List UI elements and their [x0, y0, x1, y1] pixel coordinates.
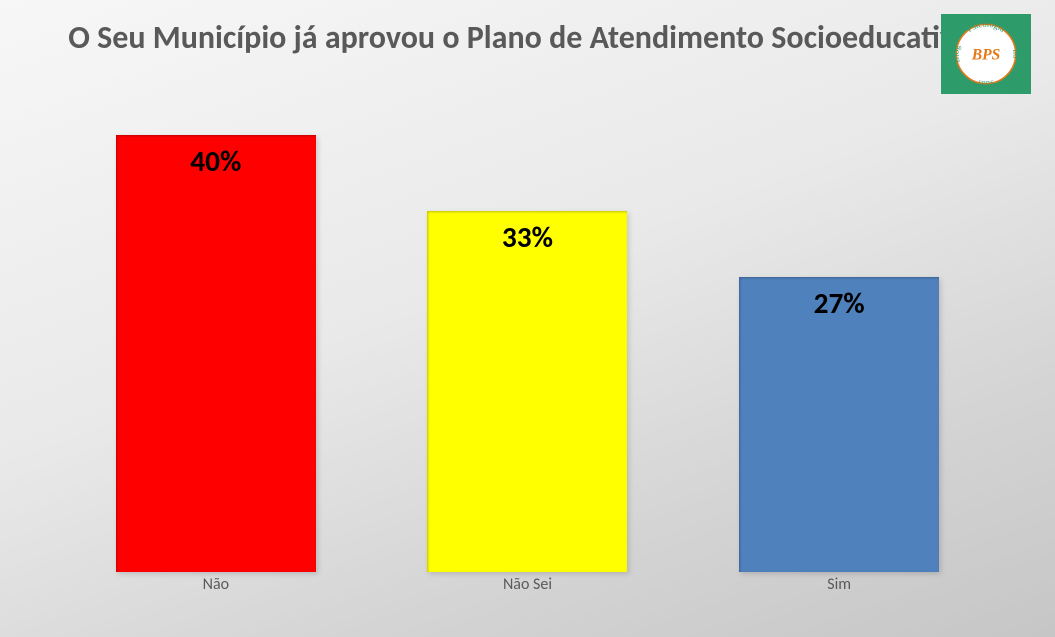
logo-badge: Psicologia no suas Blog BPS — [941, 14, 1031, 94]
bar-value-label: 27% — [739, 285, 939, 321]
category-label: Não — [60, 575, 372, 594]
logo-arc-left: Blog — [951, 43, 962, 64]
bar-slot: 33%Não Sei — [372, 135, 684, 572]
svg-text:Blog: Blog — [951, 43, 962, 64]
bars-container: 40%Não33%Não Sei27%Sim — [60, 135, 995, 572]
category-label: Não Sei — [372, 575, 684, 594]
category-label: Sim — [683, 575, 995, 594]
bar: 27% — [739, 277, 939, 572]
bar-slot: 27%Sim — [683, 135, 995, 572]
bar: 40% — [116, 135, 316, 572]
bar-value-label: 40% — [116, 143, 316, 179]
chart-area: O Seu Município já aprovou o Plano de At… — [0, 0, 1055, 637]
plot-region: 40%Não33%Não Sei27%Sim — [60, 135, 995, 592]
logo-svg: Psicologia no suas Blog BPS — [947, 15, 1025, 93]
bar-value-label: 33% — [427, 219, 627, 255]
bar-slot: 40%Não — [60, 135, 372, 572]
chart-title: O Seu Município já aprovou o Plano de At… — [0, 18, 1055, 58]
bar: 33% — [427, 211, 627, 572]
logo-center-text: BPS — [971, 46, 1001, 63]
